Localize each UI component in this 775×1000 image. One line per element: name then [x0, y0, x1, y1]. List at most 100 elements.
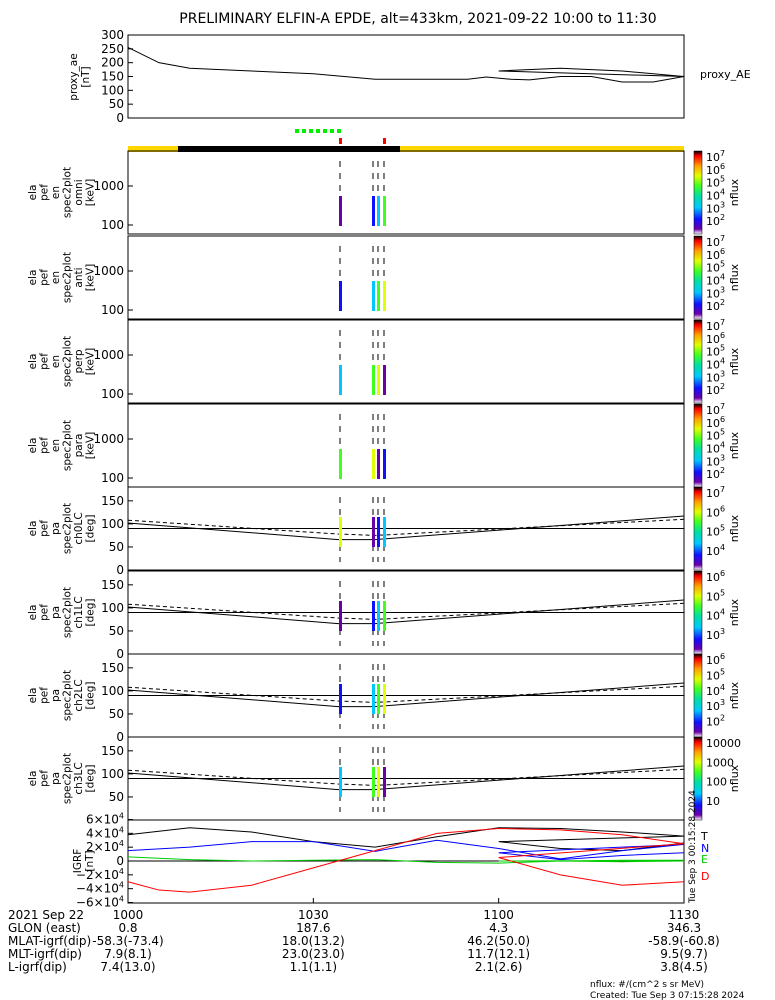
panel-frame: [127, 34, 685, 119]
data-burst-fill: [377, 449, 380, 479]
loss-cone-line: [127, 602, 685, 620]
colorbar-label: nflux: [728, 681, 741, 709]
ytick-label: 50: [109, 97, 124, 111]
ytick-label: 100: [101, 517, 124, 531]
colorbar-tick-label: 102: [706, 213, 725, 228]
ylabel-line: ela: [27, 270, 39, 286]
ylabel-line: spec2plot: [62, 336, 74, 387]
ytick-label: −2×104: [76, 867, 124, 882]
colorbar: [693, 736, 703, 821]
colorbar-tick-label: 105: [706, 667, 725, 682]
data-burst-fill: [377, 684, 380, 714]
legend-T: T: [700, 830, 708, 843]
colorbar-tick-label: 102: [706, 466, 725, 481]
ylabel-line: [deg]: [85, 515, 97, 543]
colorbar: [693, 486, 703, 571]
row-value: 46.2(50.0): [467, 934, 530, 948]
ytick-label: 50: [109, 624, 124, 638]
figure-title: PRELIMINARY ELFIN-A EPDE, alt=433km, 202…: [179, 11, 656, 27]
colorbar-tick-label: 105: [706, 588, 725, 603]
units-note: nflux: #/(cm^2 s sr MeV): [590, 980, 704, 990]
ylabel-line: ch0LC: [73, 512, 85, 544]
colorbar-tick-label: 104: [706, 608, 725, 623]
colorbar-tick-label: 10000: [706, 737, 741, 750]
row-label: MLT-igrf(dip): [8, 947, 82, 961]
row-value: 23.0(23.0): [282, 947, 345, 961]
ytick-label: 250: [101, 42, 124, 56]
colorbar: [693, 150, 703, 235]
data-burst-fill: [339, 196, 342, 226]
ylabel-line: [keV]: [85, 348, 97, 376]
data-burst-fill: [372, 196, 375, 226]
row-value: 7.4(13.0): [100, 960, 155, 974]
ylabel-line: spec2plot: [62, 753, 74, 804]
sunlight-bar-right: [400, 146, 684, 152]
row-value: 9.5(9.7): [660, 947, 708, 961]
colorbar-tick-label: 104: [706, 683, 725, 698]
ylabel-line: ela: [27, 605, 39, 621]
shadow-bar: [178, 146, 400, 152]
x-axis-footer: 2021 Sep 22 1000 1030 1100 1130 GLON (east) 0.…: [8, 898, 720, 974]
ylabel-line: [deg]: [85, 682, 97, 710]
data-burst-fill: [377, 365, 380, 395]
panel-frame: [127, 150, 685, 235]
ylabel-line: ch1LC: [73, 596, 85, 628]
ylabel-line: ch3LC: [73, 762, 85, 794]
row-value: 1100: [483, 908, 514, 922]
ylabel-line: pa: [50, 522, 62, 535]
ylabel-line: en: [50, 439, 62, 452]
ylabel-line: spec2plot: [62, 167, 74, 218]
data-burst-fill: [339, 684, 342, 714]
row-value: 4.3: [489, 921, 508, 935]
panel-spec2plot_perp: ela pef en spec2plot perp [keV]10001001071061…: [27, 318, 741, 404]
colorbar-tick-label: 107: [706, 485, 725, 500]
panel-frame: [127, 319, 685, 404]
ytick-label: 6×104: [86, 812, 124, 827]
colorbar: [693, 403, 703, 488]
ylabel-line: [keV]: [85, 179, 97, 207]
colorbar-tick-label: 106: [706, 652, 725, 667]
data-burst-fill: [383, 767, 386, 797]
data-burst-fill: [383, 601, 386, 631]
ylabel-line: pa: [50, 689, 62, 702]
legend-E: E: [701, 853, 708, 866]
data-burst-fill: [383, 517, 386, 547]
orbit-indicator: [128, 129, 684, 152]
data-burst-fill: [383, 196, 386, 226]
ytick-label: 100: [101, 471, 124, 485]
panel-spec2plot_ch0LC: ela pef pa spec2plot ch0LC [deg] 150 100 50 0 107 1…: [27, 485, 741, 577]
ylabel-line: ela: [27, 438, 39, 454]
data-burst-fill: [383, 281, 386, 311]
colorbar-tick-label: 105: [706, 524, 725, 539]
loss-cone-line: [127, 515, 685, 541]
data-burst-fill: [372, 449, 375, 479]
ylabel-line: pef: [39, 687, 51, 704]
colorbar-tick-label: 102: [706, 382, 725, 397]
ylabel-line: ela: [27, 185, 39, 201]
row-value: 0.8: [118, 921, 137, 935]
series-line-E: [127, 856, 685, 864]
data-burst-fill: [339, 281, 342, 311]
panel-spec2plot_omni: ela pef en spec2plot omni [keV]10001001071061…: [27, 149, 741, 235]
ylabel-line: spec2plot: [62, 670, 74, 721]
ylabel-line: ela: [27, 521, 39, 537]
ylabel-line: perp: [73, 349, 85, 373]
colorbar-tick-label: 104: [706, 543, 725, 558]
series-line-D: [127, 827, 685, 893]
ytick-label: 0: [116, 854, 124, 868]
loss-cone-line: [127, 765, 685, 791]
ylabel-line: pef: [39, 770, 51, 787]
data-burst-fill: [339, 517, 342, 547]
data-burst-fill: [372, 684, 375, 714]
legend-proxy-ae: proxy_AE: [700, 68, 751, 81]
ytick-label: 150: [101, 744, 124, 758]
colorbar-label: nflux: [728, 178, 741, 206]
colorbar-tick-label: 106: [706, 569, 725, 584]
data-burst-fill: [372, 517, 375, 547]
ylabel-line: ch2LC: [73, 679, 85, 711]
ytick-label: 50: [109, 707, 124, 721]
ytick-label: 100: [101, 218, 124, 232]
ytick-label: 50: [109, 540, 124, 554]
ylabel-line-1: IGRF: [72, 849, 84, 874]
